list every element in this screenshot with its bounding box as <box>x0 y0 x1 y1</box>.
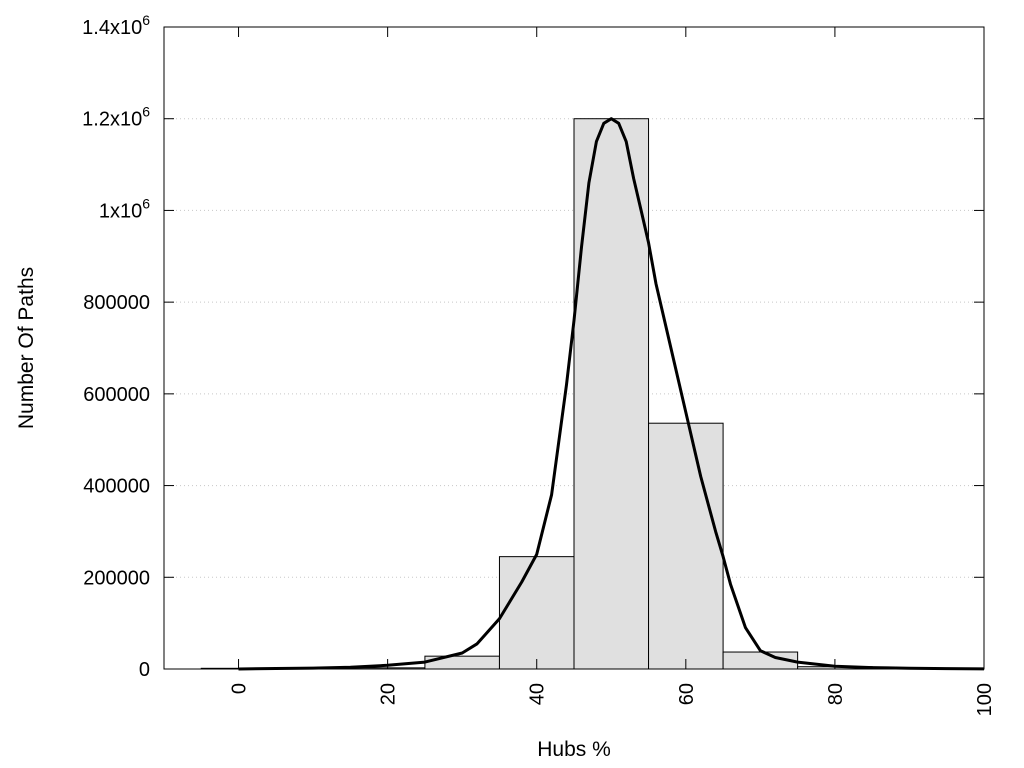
x-tick-label: 40 <box>527 683 549 705</box>
x-tick-label: 100 <box>974 683 996 716</box>
y-tick-label: 1x106 <box>99 195 150 222</box>
y-axis-title: Number Of Paths <box>15 267 38 429</box>
y-tick-label: 800000 <box>83 292 150 314</box>
x-tick-label: 0 <box>229 683 251 694</box>
x-axis-title: Hubs % <box>537 738 611 761</box>
gridlines <box>164 118 984 578</box>
plot-frame <box>163 26 985 670</box>
histogram-bar <box>498 556 575 670</box>
y-tick-label: 600000 <box>83 384 150 406</box>
fit-curve <box>238 117 985 671</box>
x-tick-label: 20 <box>378 683 400 705</box>
histogram-bar <box>573 118 650 670</box>
y-tick-label: 1.2x106 <box>82 104 150 131</box>
tick-labels: 0 200000 400000 600000 800000 1x106 1.2x106 1.4… <box>82 12 996 716</box>
x-tick-label: 60 <box>676 683 698 705</box>
bars <box>200 118 948 670</box>
x-tick-label: 80 <box>825 683 847 705</box>
y-tick-label: 200000 <box>83 567 150 589</box>
histogram-bar <box>648 422 724 670</box>
axis-ticks <box>164 26 985 670</box>
y-tick-label: 400000 <box>83 476 150 498</box>
fit-curve-line <box>238 117 985 671</box>
y-tick-label: 0 <box>139 659 150 681</box>
y-tick-label: 1.4x106 <box>82 12 150 39</box>
